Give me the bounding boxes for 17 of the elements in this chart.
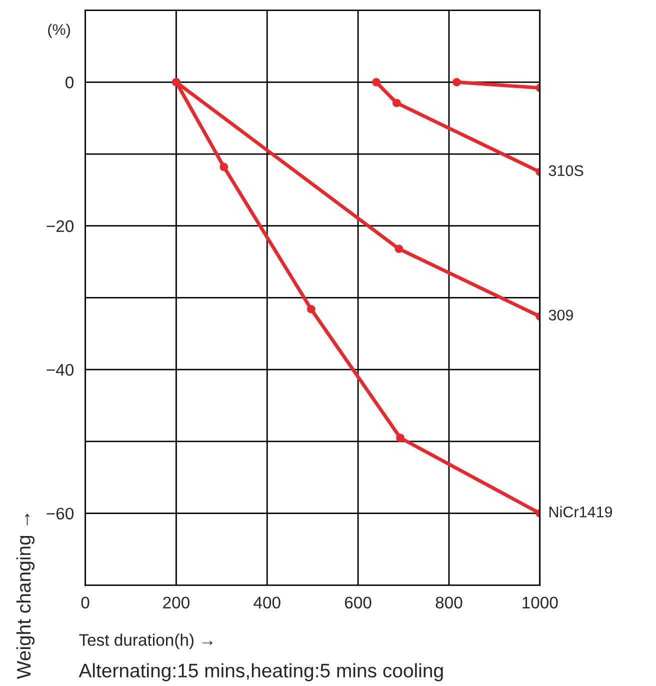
y-tick-label: 0 <box>66 76 74 88</box>
x-tick-label: 800 <box>436 596 462 609</box>
y-tick-label: −60 <box>46 508 74 520</box>
series-label: 309 <box>548 310 573 321</box>
y-tick-label: −20 <box>46 220 74 232</box>
x-tick-label: 200 <box>163 596 190 609</box>
text: Alternating:15 mins,heating:5 mins cooling <box>78 663 443 682</box>
x-tick-label: 1000 <box>522 596 558 609</box>
x-tick-label: 0 <box>81 596 90 609</box>
text: (%) <box>48 24 70 38</box>
series-label: 310S <box>548 165 584 176</box>
y-tick-label: −40 <box>46 364 74 376</box>
x-axis-title: Test duration(h) → <box>79 634 212 650</box>
x-tick-label: 600 <box>344 596 372 609</box>
y-axis-title: Weight changing → <box>16 514 35 680</box>
series-label: NiCr1419 <box>549 506 612 518</box>
x-tick-label: 400 <box>254 596 280 609</box>
